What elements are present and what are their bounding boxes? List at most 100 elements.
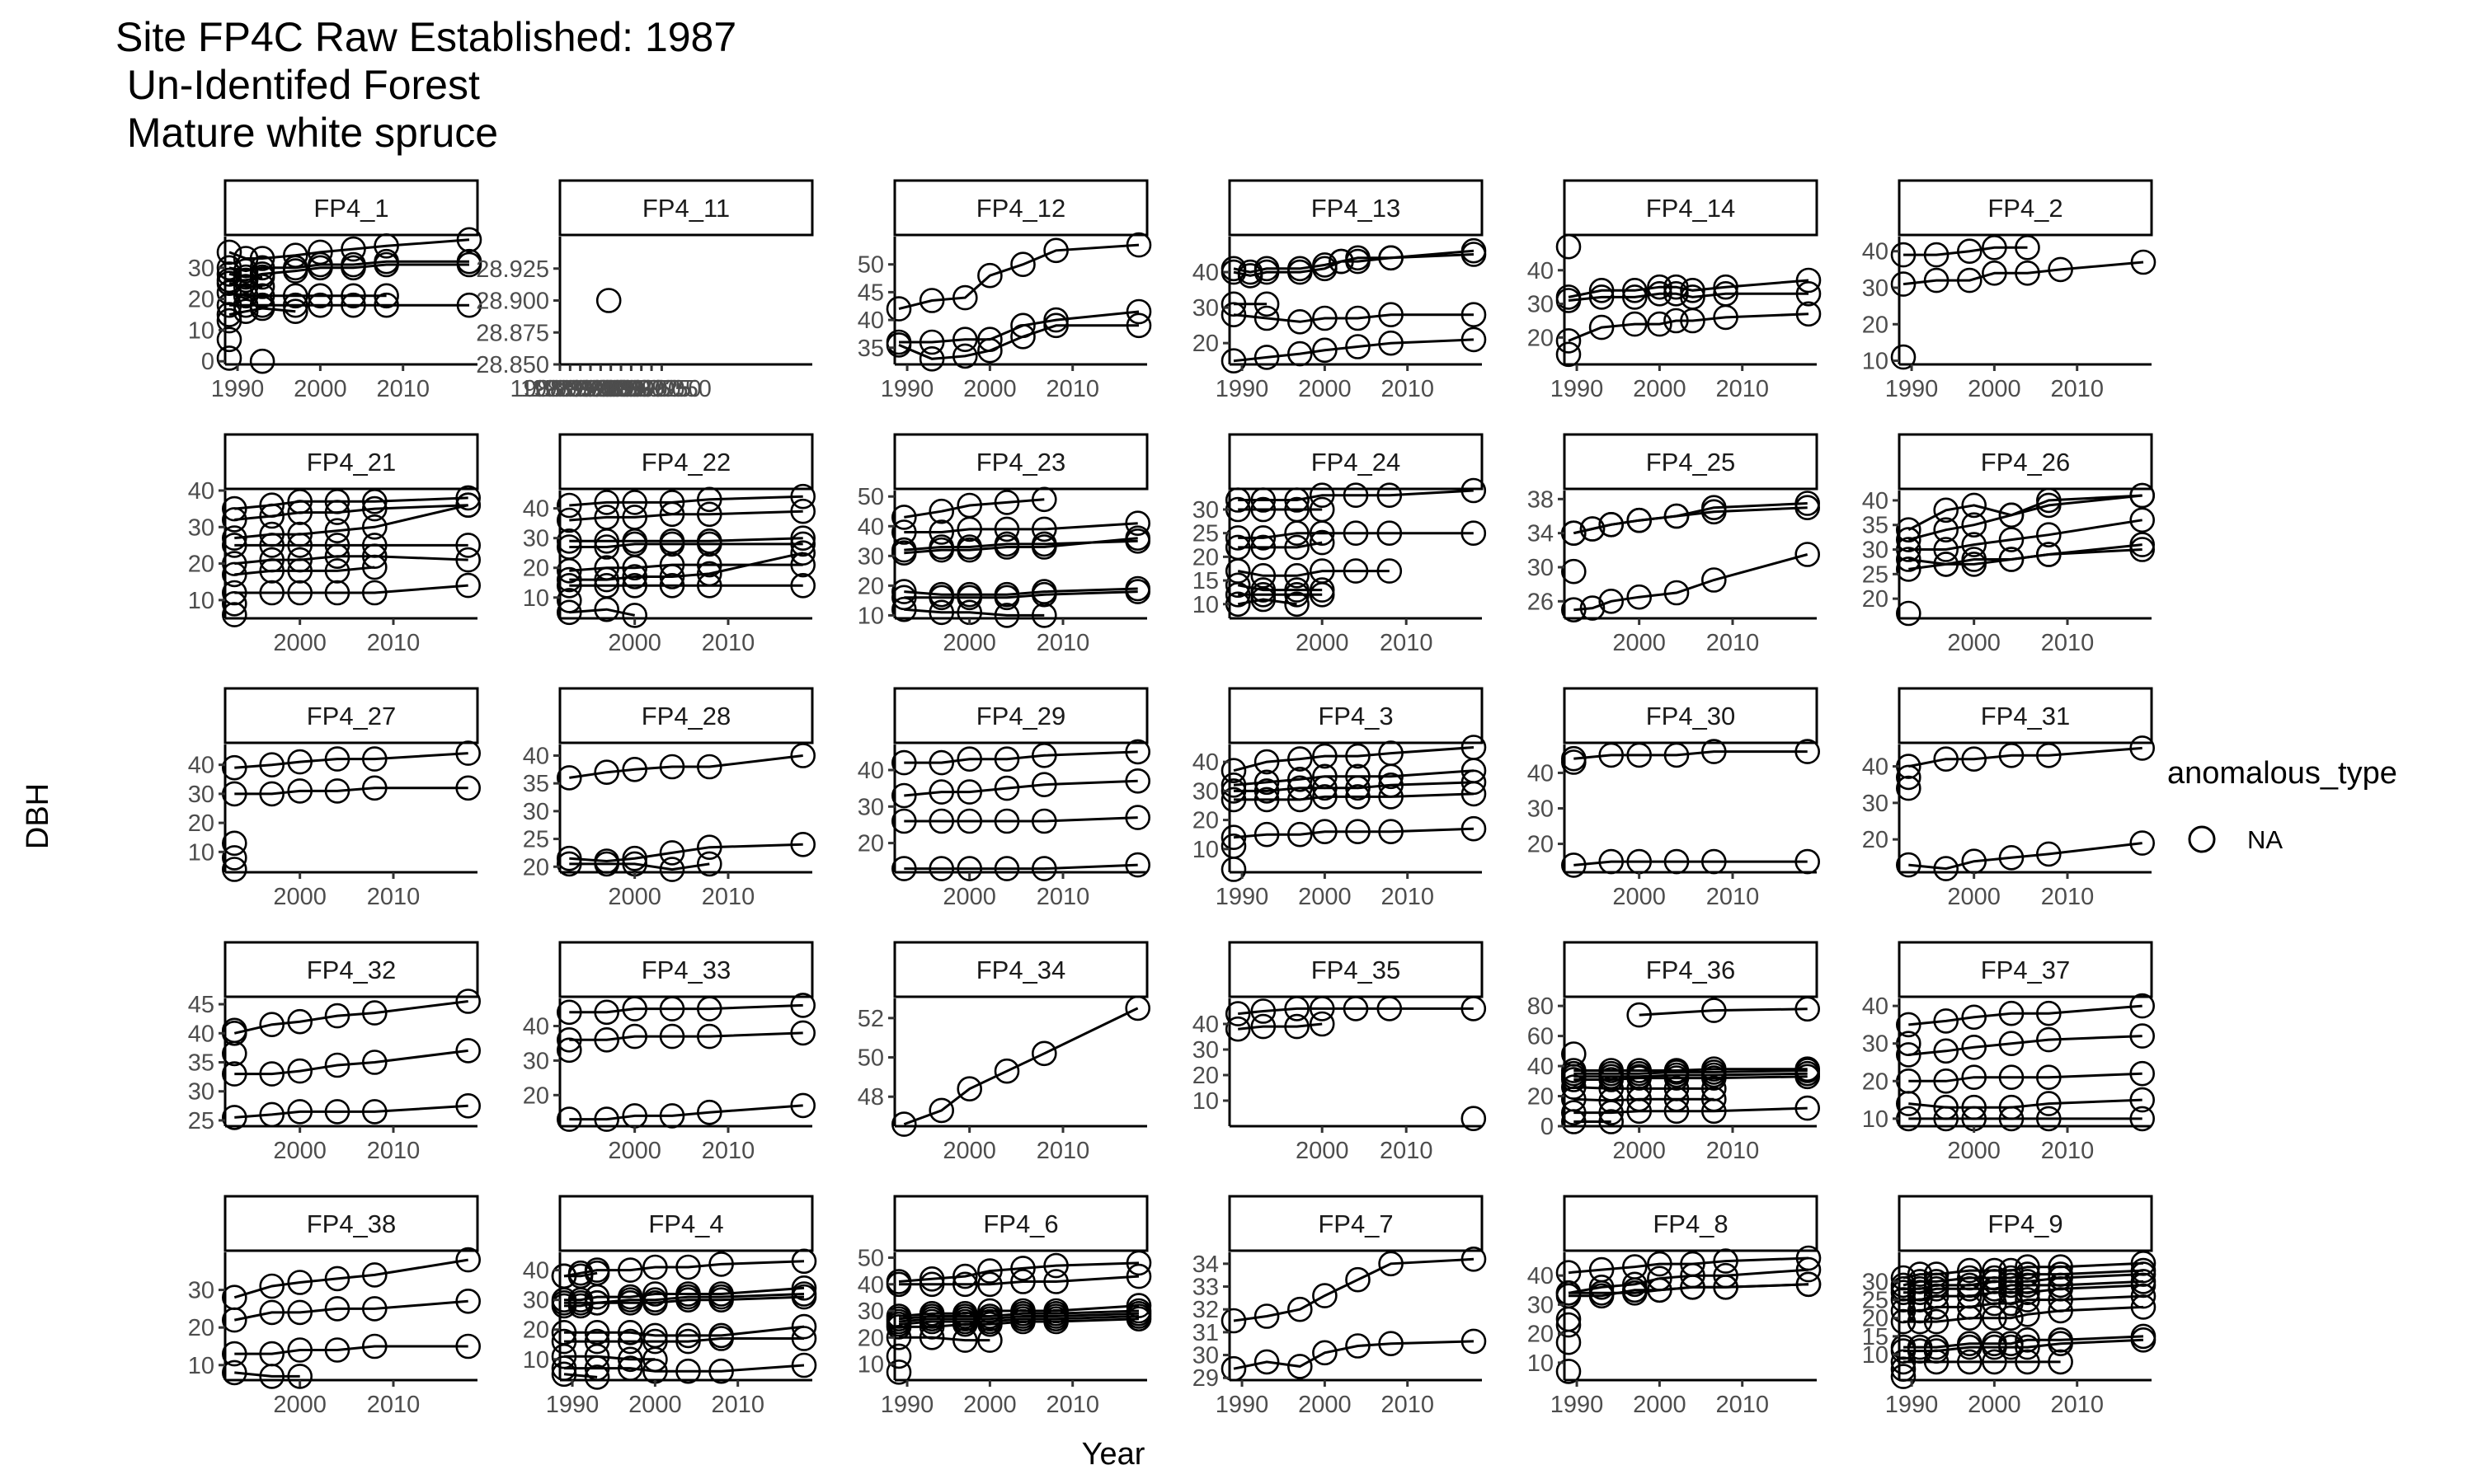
series-line	[563, 1260, 805, 1278]
data-point	[1561, 1067, 1587, 1092]
legend-title: anomalous_type	[2167, 756, 2397, 791]
series-line	[569, 552, 804, 581]
y-tick-label: 10	[188, 839, 214, 866]
x-tick-label: 1988.950	[510, 376, 610, 402]
data-point	[1284, 996, 1310, 1021]
facet-strip-label: FP4_13	[1311, 194, 1401, 223]
y-tick-label: 30	[1862, 538, 1888, 564]
data-point	[324, 1099, 350, 1125]
data-point	[1890, 1349, 1917, 1375]
data-point	[455, 740, 482, 766]
data-point	[282, 283, 308, 309]
data-point	[341, 255, 366, 281]
y-tick-label: 20	[858, 1325, 884, 1351]
data-point	[287, 1058, 313, 1084]
data-point	[259, 503, 285, 529]
data-point	[1312, 784, 1338, 810]
data-point	[1957, 1257, 1982, 1284]
data-point	[2015, 1287, 2040, 1313]
data-point	[1561, 558, 1587, 585]
series-line	[1234, 792, 1475, 801]
data-point	[584, 1284, 610, 1310]
data-point	[1896, 517, 1921, 543]
facet-strip-label: FP4_14	[1646, 194, 1736, 223]
facet-fp4-34: FP4_34 48 50 52 2000 2010	[858, 941, 1150, 1164]
x-axis-title: Year	[1082, 1437, 1145, 1472]
y-tick-label: 25	[1192, 521, 1219, 547]
data-point	[1598, 1067, 1624, 1092]
y-tick-label: 33	[1192, 1275, 1219, 1301]
y-tick-label: 45	[188, 992, 214, 1018]
series-line	[564, 1325, 805, 1337]
data-point	[1626, 742, 1652, 768]
data-point	[1561, 597, 1587, 623]
data-point	[919, 1308, 945, 1335]
data-point	[994, 856, 1020, 881]
series-line	[904, 863, 1138, 871]
data-point	[1250, 525, 1277, 551]
facet-strip	[558, 433, 814, 491]
data-point	[324, 746, 350, 772]
data-point	[622, 555, 648, 581]
data-point	[1896, 527, 1921, 552]
data-point	[1378, 1331, 1404, 1356]
data-point	[1896, 1042, 1921, 1068]
data-point	[1579, 516, 1606, 542]
data-point	[1923, 1308, 1950, 1335]
data-point	[1345, 743, 1371, 769]
data-point	[1376, 996, 1403, 1021]
facet-strip	[223, 433, 479, 491]
facet-strip	[1228, 433, 1484, 491]
series-line	[564, 1364, 805, 1373]
y-tick-label: 30	[1192, 1037, 1219, 1064]
data-point	[1890, 344, 1917, 370]
data-point	[1343, 520, 1369, 547]
data-point	[308, 255, 333, 281]
data-point	[1032, 808, 1057, 834]
data-point	[1713, 274, 1738, 300]
data-point	[1890, 1308, 1917, 1335]
data-point	[1284, 1013, 1310, 1040]
data-point	[929, 585, 954, 611]
y-tick-label: 48	[858, 1084, 884, 1111]
series-line	[898, 243, 1140, 311]
y-tick-label: 40	[1192, 749, 1219, 776]
data-point	[1588, 284, 1615, 310]
facet-strip-label: FP4_37	[1981, 956, 2071, 984]
data-point	[696, 501, 722, 528]
data-point	[696, 996, 722, 1021]
x-tick-label: 2010	[1046, 1392, 1099, 1418]
y-tick-label: 10	[523, 1347, 549, 1374]
data-point	[1933, 552, 1959, 577]
data-point	[2015, 260, 2040, 286]
data-point	[1225, 487, 1251, 513]
series-line	[898, 1312, 1140, 1323]
y-tick-label: 30	[188, 782, 214, 808]
y-tick-label: 30	[523, 526, 549, 552]
data-point	[1287, 1354, 1313, 1379]
facet-strip-label: FP4_33	[642, 956, 731, 984]
data-point	[216, 308, 242, 334]
y-tick-label: 30	[1192, 778, 1219, 805]
data-point	[659, 1023, 685, 1050]
series-line	[1908, 1035, 2142, 1056]
data-point	[994, 808, 1020, 834]
data-point	[622, 603, 648, 628]
data-point	[2129, 537, 2155, 562]
series-line	[569, 1003, 803, 1014]
data-point	[594, 1027, 620, 1053]
data-point	[919, 1325, 945, 1350]
data-point	[584, 1290, 610, 1316]
series-line	[1233, 827, 1475, 839]
data-point	[891, 1111, 917, 1137]
data-point	[2036, 542, 2062, 567]
series-line	[1238, 1022, 1323, 1031]
facet-strip-label: FP4_22	[642, 448, 731, 477]
data-point	[919, 1271, 945, 1298]
data-point	[361, 1000, 388, 1026]
data-point	[952, 1271, 978, 1298]
data-point	[1622, 1271, 1648, 1298]
data-point	[594, 1106, 620, 1132]
data-point	[891, 782, 917, 809]
